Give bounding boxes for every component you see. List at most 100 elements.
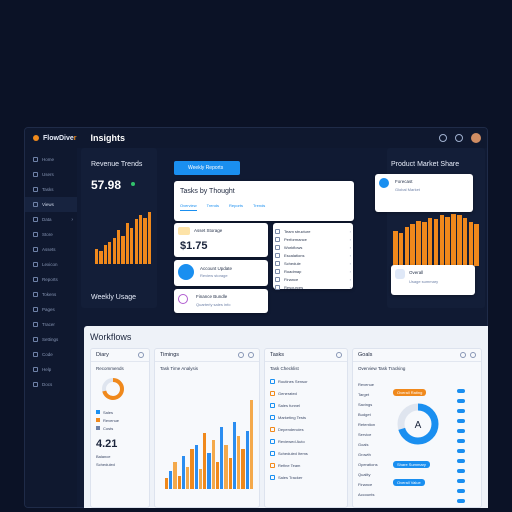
- sidebar-item-reports[interactable]: Reports: [25, 272, 77, 287]
- chart-bar[interactable]: [232, 422, 236, 489]
- checklist-item[interactable]: Roadmap ›: [275, 267, 351, 275]
- more-icon[interactable]: [336, 352, 342, 358]
- goal-item[interactable]: Finance: [353, 479, 393, 489]
- chart-bar[interactable]: [433, 218, 439, 266]
- toggle-switch[interactable]: [457, 479, 465, 483]
- goal-item[interactable]: Quality: [353, 469, 393, 479]
- chart-bar[interactable]: [456, 215, 462, 266]
- account-update-card[interactable]: Account Update Review storage: [174, 260, 268, 286]
- chart-bar[interactable]: [173, 462, 177, 489]
- toggle-switch[interactable]: [457, 489, 465, 493]
- task-item[interactable]: Sales funnel: [265, 399, 347, 411]
- chart-bar[interactable]: [228, 457, 232, 489]
- chart-bar[interactable]: [241, 449, 245, 489]
- checklist-item[interactable]: Escalations ›: [275, 251, 351, 259]
- chart-bar[interactable]: [439, 215, 445, 266]
- chart-bar[interactable]: [103, 245, 107, 264]
- checklist-item[interactable]: Performance ›: [275, 235, 351, 243]
- chart-bar[interactable]: [203, 433, 207, 489]
- chart-bar[interactable]: [249, 400, 253, 489]
- chart-bar[interactable]: [445, 217, 450, 266]
- sidebar-item-views[interactable]: Views: [25, 197, 77, 212]
- share-summary-pill[interactable]: Share Summary: [393, 461, 430, 468]
- chart-bar[interactable]: [474, 224, 479, 266]
- goal-item[interactable]: Savings: [353, 399, 393, 409]
- goal-item[interactable]: Goals: [353, 439, 393, 449]
- goal-item[interactable]: Budget: [353, 409, 393, 419]
- toggle-switch[interactable]: [457, 499, 465, 503]
- chart-bar[interactable]: [181, 455, 186, 489]
- chart-bar[interactable]: [112, 237, 116, 264]
- checklist-item[interactable]: Resources ›: [275, 283, 351, 291]
- bundle-card[interactable]: Finance Bundle Quarterly sales info: [174, 289, 268, 313]
- chart-bar[interactable]: [134, 219, 138, 264]
- chart-bar[interactable]: [224, 444, 228, 489]
- chart-bar[interactable]: [427, 217, 433, 266]
- toggle-switch[interactable]: [457, 399, 465, 403]
- chart-bar[interactable]: [237, 435, 241, 489]
- chart-bar[interactable]: [186, 466, 190, 489]
- tab-overview[interactable]: Overview: [180, 203, 197, 211]
- chart-bar[interactable]: [468, 222, 474, 266]
- chart-bar[interactable]: [165, 477, 169, 489]
- tab-reports[interactable]: Reports: [228, 203, 243, 208]
- brand[interactable]: FlowDiver: [33, 135, 76, 142]
- toggle-switch[interactable]: [457, 419, 465, 423]
- chart-bar[interactable]: [462, 217, 468, 266]
- checklist-item[interactable]: Workflows ›: [275, 243, 351, 251]
- toggle-switch[interactable]: [457, 389, 465, 393]
- task-item[interactable]: Reviewed Auto: [265, 435, 347, 447]
- sidebar-item-home[interactable]: Home: [25, 152, 77, 167]
- more-icon[interactable]: [470, 352, 476, 358]
- sidebar-item-pages[interactable]: Pages: [25, 302, 77, 317]
- forecast-card[interactable]: Forecast Global Market: [375, 174, 473, 212]
- chart-bar[interactable]: [207, 453, 211, 489]
- more-icon[interactable]: [248, 352, 254, 358]
- refresh-icon[interactable]: [238, 352, 244, 358]
- chart-bar[interactable]: [410, 224, 416, 266]
- chart-bar[interactable]: [99, 250, 103, 264]
- chart-bar[interactable]: [194, 444, 198, 489]
- task-item[interactable]: Scheduled Items: [265, 447, 347, 459]
- chart-bar[interactable]: [125, 222, 129, 264]
- sidebar-item-lexicon[interactable]: Lexicon: [25, 257, 77, 272]
- goal-item[interactable]: Operations: [353, 459, 393, 469]
- overall-value-pill[interactable]: Overall Value: [393, 479, 425, 486]
- sidebar-item-code[interactable]: Code: [25, 347, 77, 362]
- sidebar-item-tokens[interactable]: Tokens: [25, 287, 77, 302]
- task-item[interactable]: Generated: [265, 387, 347, 399]
- tab-trends[interactable]: Trends: [206, 203, 219, 208]
- avatar[interactable]: [471, 133, 481, 143]
- chart-bar[interactable]: [108, 241, 112, 264]
- more-icon[interactable]: [138, 352, 144, 358]
- goal-item[interactable]: Target: [353, 389, 393, 399]
- chart-bar[interactable]: [121, 235, 125, 264]
- chart-bar[interactable]: [190, 449, 194, 489]
- chart-bar[interactable]: [177, 475, 181, 489]
- sidebar-item-help[interactable]: Help: [25, 362, 77, 377]
- task-item[interactable]: Routines Sensor: [265, 375, 347, 387]
- goal-item[interactable]: Service: [353, 429, 393, 439]
- toggle-switch[interactable]: [457, 409, 465, 413]
- chart-bar[interactable]: [169, 471, 173, 489]
- sidebar-item-settings[interactable]: Settings: [25, 332, 77, 347]
- sidebar-item-docs[interactable]: Docs: [25, 377, 77, 392]
- overall-card[interactable]: Overall Usage summary: [391, 265, 475, 295]
- sidebar-item-users[interactable]: Users: [25, 167, 77, 182]
- sidebar-item-store[interactable]: Store: [25, 227, 77, 242]
- goal-item[interactable]: Growth: [353, 449, 393, 459]
- refresh-icon[interactable]: [460, 352, 466, 358]
- task-item[interactable]: Sales Tracker: [265, 471, 347, 483]
- toggle-switch[interactable]: [457, 459, 465, 463]
- sidebar-item-data[interactable]: Data ›: [25, 212, 77, 227]
- sidebar-item-tasks[interactable]: Tasks: [25, 182, 77, 197]
- goal-item[interactable]: Accounts: [353, 489, 393, 499]
- chart-bar[interactable]: [398, 232, 404, 266]
- checklist-item[interactable]: Schedule ›: [275, 259, 351, 267]
- chart-bar[interactable]: [95, 249, 99, 264]
- chart-bar[interactable]: [130, 228, 134, 264]
- goal-item[interactable]: Revenue: [353, 379, 393, 389]
- weekly-reports-button[interactable]: Weekly Reports: [174, 161, 240, 175]
- tab-trends-2[interactable]: Trends: [253, 203, 266, 208]
- task-item[interactable]: Refine Team: [265, 459, 347, 471]
